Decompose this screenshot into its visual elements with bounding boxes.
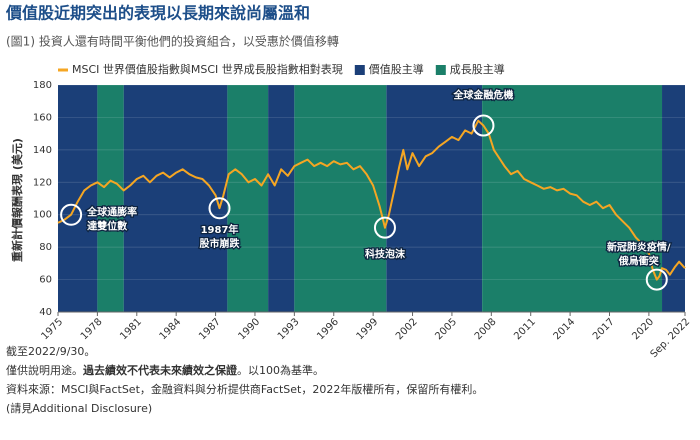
x-tick-label: 2008	[473, 316, 499, 342]
y-tick-label: 60	[39, 275, 52, 286]
note-part: 。以100為基準。	[237, 363, 324, 377]
y-axis-label: 重新計價報酬表現 (美元)	[10, 138, 24, 262]
x-tick-label: 1981	[118, 316, 144, 342]
note-part: 僅供說明用途。	[6, 363, 83, 377]
x-tick-label: 1987	[197, 316, 223, 342]
x-tick-label: 1996	[315, 316, 341, 342]
annotation: 1987年	[201, 223, 239, 236]
x-tick-label: 2011	[512, 316, 538, 342]
y-tick-label: 40	[39, 307, 52, 318]
chart-title: 價值股近期突出的表現以長期來說尚屬溫和	[5, 4, 310, 23]
annotation: 俄烏衝突	[618, 255, 659, 268]
y-tick-label: 120	[33, 177, 52, 188]
legend-label: 價值股主導	[369, 62, 424, 76]
regime-band	[97, 85, 124, 312]
annotation: 全球通膨率	[86, 206, 137, 219]
x-tick-label: 1993	[276, 316, 302, 342]
x-tick-label: 2014	[552, 316, 578, 342]
note: 截至2022/9/30。	[6, 344, 95, 358]
x-tick-label: 2002	[394, 316, 420, 342]
x-tick-label: 2017	[591, 316, 617, 342]
x-tick-label: Sep. 2022	[649, 316, 693, 360]
legend-label: MSCI 世界價值股指數與MSCI 世界成長股指數相對表現	[72, 62, 343, 76]
y-tick-label: 180	[33, 80, 52, 91]
highlight-circle	[472, 114, 495, 137]
annotation: 股市崩跌	[200, 237, 241, 250]
highlight-circle	[60, 203, 83, 226]
legend-swatch	[354, 65, 365, 75]
annotation: 達雙位數	[87, 220, 127, 233]
x-tick-label: 1999	[355, 316, 381, 342]
x-tick-label: 2005	[433, 316, 459, 342]
highlight-circle	[373, 216, 396, 239]
annotation: 全球金融危機	[452, 89, 513, 102]
note: (請見Additional Disclosure)	[6, 401, 152, 415]
regime-band	[58, 85, 98, 312]
note: 僅供說明用途。過去績效不代表未來績效之保證。以100為基準。	[6, 363, 324, 377]
y-tick-label: 80	[39, 242, 52, 253]
x-tick-label: 1990	[236, 316, 262, 342]
regime-band	[268, 85, 295, 312]
regime-band	[662, 85, 685, 312]
regime-band	[386, 85, 483, 312]
x-tick-label: 1975	[39, 316, 65, 342]
y-tick-label: 160	[33, 112, 52, 123]
note-part: 過去績效不代表未來績效之保證	[82, 363, 238, 377]
regime-band	[123, 85, 228, 312]
x-tick-label: 2020	[630, 316, 656, 342]
x-tick-label: 1984	[158, 316, 184, 342]
annotation: 科技泡沫	[365, 248, 406, 261]
annotation: 新冠肺炎疫情/	[607, 241, 671, 254]
chart-subtitle: (圖1) 投資人還有時間平衡他們的投資組合，以受惠於價值移轉	[6, 34, 339, 49]
y-tick-label: 100	[33, 210, 52, 221]
regime-band	[294, 85, 387, 312]
y-tick-label: 140	[33, 145, 52, 156]
highlight-circle	[645, 268, 668, 291]
note: 資料來源：MSCI與FactSet，金融資料與分析提供商FactSet，2022…	[6, 382, 483, 396]
legend-swatch	[435, 65, 446, 75]
regime-band	[227, 85, 269, 312]
x-tick-label: 1978	[79, 316, 105, 342]
highlight-circle	[208, 197, 231, 220]
legend-label: 成長股主導	[450, 62, 505, 76]
data-line	[57, 119, 686, 281]
regime-band	[482, 85, 663, 312]
